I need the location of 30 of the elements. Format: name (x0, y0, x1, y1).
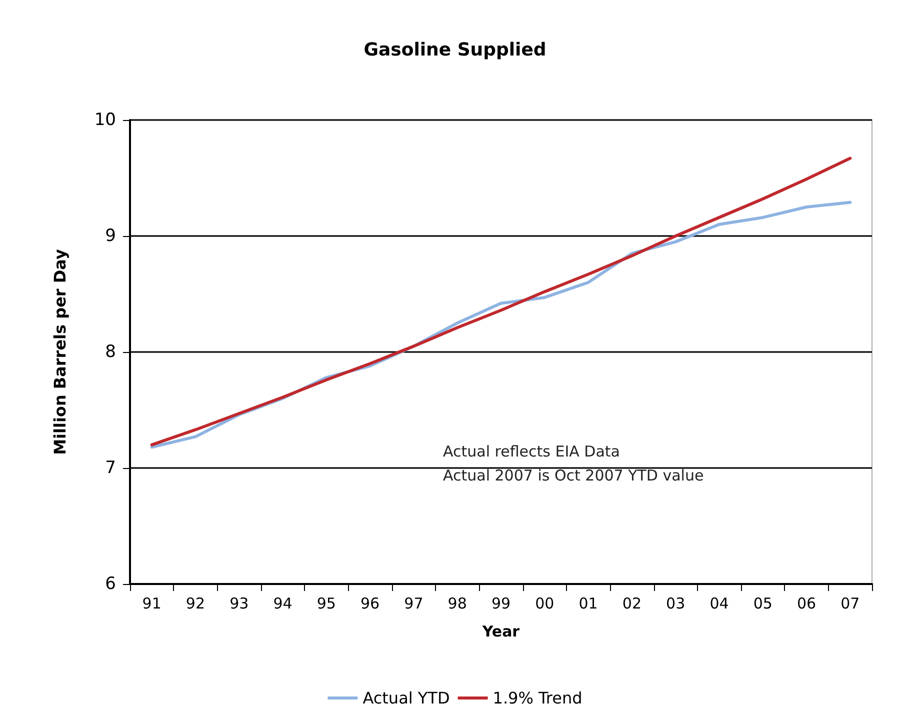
x-tick-label: 00 (535, 594, 554, 612)
x-tick-label: 93 (230, 594, 249, 612)
x-tick-label: 96 (360, 594, 380, 612)
x-tick-label: 91 (142, 594, 162, 612)
x-tick-label: 92 (186, 594, 206, 612)
y-tick-label: 8 (105, 342, 116, 362)
annotation: Actual reflects EIA Data (443, 442, 620, 460)
y-tick-label: 10 (94, 110, 116, 130)
annotation: Actual 2007 is Oct 2007 YTD value (443, 466, 704, 484)
legend-label: 1.9% Trend (492, 688, 582, 708)
chart-title: Gasoline Supplied (364, 40, 546, 60)
y-tick-label: 7 (105, 458, 116, 478)
x-tick-label: 98 (448, 594, 467, 612)
x-tick-label: 01 (578, 594, 598, 612)
x-tick-label: 04 (710, 594, 729, 612)
x-tick-label: 06 (796, 594, 816, 612)
x-tick-label: 99 (491, 594, 511, 612)
y-axis-title: Million Barrels per Day (50, 248, 70, 455)
legend-label: Actual YTD (362, 688, 450, 708)
line-series (150, 156, 852, 446)
x-tick-label: 94 (273, 594, 292, 612)
x-tick-label: 03 (666, 594, 686, 612)
x-tick-label: 05 (753, 594, 772, 612)
x-tick-label: 97 (404, 594, 424, 612)
x-tick-label: 95 (316, 594, 336, 612)
y-tick-label: 6 (105, 574, 116, 594)
y-tick-label: 9 (105, 226, 116, 246)
x-axis-title: Year (481, 622, 520, 640)
x-tick-label: 02 (622, 594, 642, 612)
x-tick-label: 07 (840, 594, 860, 612)
